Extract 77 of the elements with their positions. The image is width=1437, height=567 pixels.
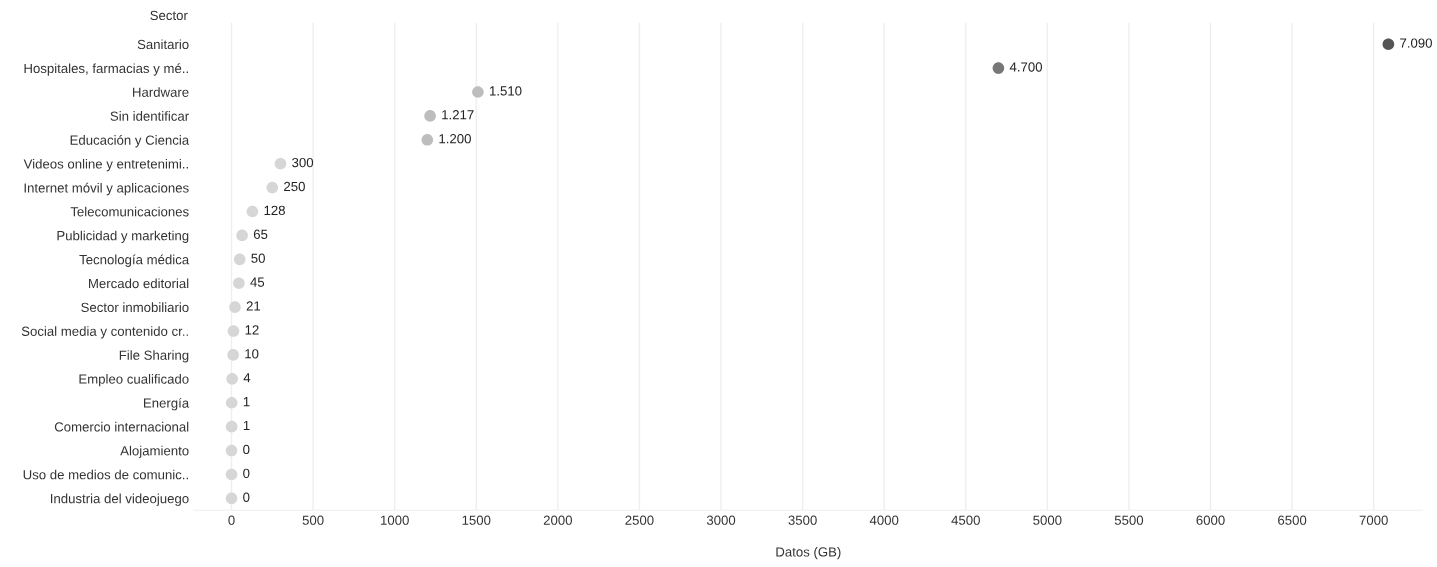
y-tick-label: Videos online y entretenimi.. xyxy=(23,158,188,172)
point xyxy=(246,205,259,218)
y-tick-label: Empleo cualificado xyxy=(79,374,189,387)
data-label: 1.510 xyxy=(490,86,522,96)
point xyxy=(225,396,238,409)
data-label: 65 xyxy=(253,229,268,239)
data-label: 12 xyxy=(245,325,259,335)
point xyxy=(992,62,1005,74)
y-tick-label: Educación y Ciencia xyxy=(70,134,190,148)
x-tick-label: 500 xyxy=(302,515,324,525)
data-label: 0 xyxy=(243,492,250,502)
x-tick-label: 6500 xyxy=(1278,515,1307,525)
x-tick-label: 3500 xyxy=(788,515,817,525)
x-tick-label: 1500 xyxy=(462,515,491,525)
y-tick-label: Internet móvil y aplicaciones xyxy=(24,182,189,196)
data-label: 21 xyxy=(246,301,261,311)
data-label: 45 xyxy=(250,277,265,287)
point xyxy=(225,444,238,457)
y-tick-label: Telecomunicaciones xyxy=(70,206,189,217)
x-tick-label: 5000 xyxy=(1033,515,1062,525)
x-tick-label: 1000 xyxy=(381,515,409,525)
data-label: 128 xyxy=(264,205,285,216)
y-tick-label: Hardware xyxy=(133,87,189,97)
data-label: 4.700 xyxy=(1009,62,1043,72)
y-tick-label: File Sharing xyxy=(119,350,189,363)
point xyxy=(225,492,238,505)
x-tick-label: 0 xyxy=(228,515,235,525)
data-label: 1 xyxy=(243,397,250,407)
point xyxy=(227,349,239,361)
y-tick-label: Sin identificar xyxy=(110,111,189,121)
y-tick-label: Social media y contenido cr.. xyxy=(21,326,188,339)
data-label: 4 xyxy=(243,373,251,383)
y-tick-label: Mercado editorial xyxy=(89,278,189,289)
point xyxy=(229,301,241,313)
x-tick-label: 4000 xyxy=(869,515,899,525)
point xyxy=(236,229,248,242)
y-tick-label: Hospitales, farmacias y mé.. xyxy=(24,63,188,76)
data-label: 1.217 xyxy=(442,110,474,120)
point xyxy=(1382,38,1395,50)
data-label: 7.090 xyxy=(1400,38,1432,48)
data-label: 0 xyxy=(243,444,250,455)
y-tick-label: Publicidad y marketing xyxy=(57,230,189,243)
x-axis-title: Datos (GB) xyxy=(776,546,841,560)
point xyxy=(227,325,240,337)
y-tick-label: Energía xyxy=(144,397,190,411)
y-axis-title: Sector xyxy=(150,10,188,21)
point xyxy=(266,181,279,194)
x-tick-label: 2500 xyxy=(625,515,654,525)
y-tick-label: Comercio internacional xyxy=(54,421,189,432)
point xyxy=(424,110,436,122)
y-tick-label: Uso de medios de comunic.. xyxy=(23,469,188,480)
point xyxy=(226,373,238,385)
data-label: 50 xyxy=(251,253,265,263)
data-label: 1.200 xyxy=(439,134,471,144)
y-tick-label: Sector inmobiliario xyxy=(81,302,189,313)
point xyxy=(225,420,238,433)
point xyxy=(233,277,245,290)
point xyxy=(421,133,434,146)
x-tick-label: 5500 xyxy=(1114,515,1144,525)
x-tick-label: 6000 xyxy=(1196,515,1225,525)
point xyxy=(472,86,484,98)
x-tick-label: 2000 xyxy=(543,515,573,525)
point xyxy=(225,468,238,481)
data-label: 250 xyxy=(284,181,305,192)
y-tick-label: Tecnología médica xyxy=(79,254,190,267)
data-label: 10 xyxy=(245,349,259,359)
x-tick-label: 7000 xyxy=(1359,515,1388,525)
point xyxy=(233,253,246,266)
data-label: 300 xyxy=(292,157,314,168)
x-tick-label: 3000 xyxy=(706,515,736,525)
data-label: 0 xyxy=(243,468,250,478)
y-tick-label: Alojamiento xyxy=(120,445,189,459)
point xyxy=(274,157,287,170)
y-tick-label: Sanitario xyxy=(137,39,189,50)
x-tick-label: 4500 xyxy=(951,515,980,525)
data-label: 1 xyxy=(243,420,250,431)
y-tick-label: Industria del videojuego xyxy=(50,493,189,506)
